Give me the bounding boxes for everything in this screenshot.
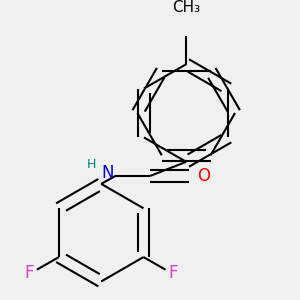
Text: F: F bbox=[169, 264, 178, 282]
Text: CH₃: CH₃ bbox=[172, 0, 200, 15]
Text: N: N bbox=[101, 164, 114, 182]
Text: H: H bbox=[87, 158, 96, 172]
Text: O: O bbox=[197, 167, 210, 185]
Text: F: F bbox=[24, 264, 34, 282]
